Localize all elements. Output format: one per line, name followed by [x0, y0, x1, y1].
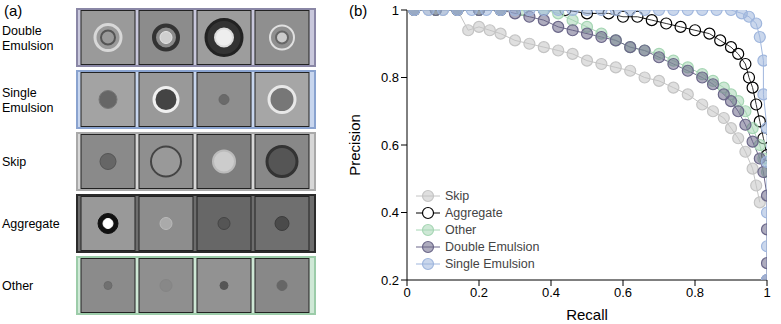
html-text:Double Emulsion: Double Emulsion	[445, 239, 540, 254]
svg-text:Precision: Precision	[346, 114, 363, 176]
html-text:Double Emulsion: Double Emulsion	[2, 23, 54, 53]
svg-text:0.6: 0.6	[381, 138, 399, 153]
html-text:Other: Other	[445, 222, 477, 237]
html-text:Single Emulsion: Single Emulsion	[445, 256, 535, 271]
html-text:(a): (a)	[4, 2, 23, 19]
html-text:Single Emulsion: Single Emulsion	[2, 85, 54, 115]
svg-text:0.8: 0.8	[686, 285, 704, 300]
svg-text:0: 0	[403, 285, 410, 300]
svg-text:1: 1	[392, 3, 399, 18]
svg-text:0.2: 0.2	[470, 285, 488, 300]
html-text:Aggregate: Aggregate	[445, 205, 503, 220]
html-text:Skip: Skip	[445, 188, 470, 203]
svg-text:Recall: Recall	[566, 306, 608, 323]
svg-text:0.4: 0.4	[381, 205, 399, 220]
svg-text:1: 1	[763, 285, 770, 300]
svg-text:0.2: 0.2	[381, 273, 399, 288]
svg-text:0.8: 0.8	[381, 70, 399, 85]
html-text:Skip: Skip	[2, 155, 27, 169]
html-text:(b): (b)	[349, 2, 368, 19]
svg-text:0.4: 0.4	[542, 285, 560, 300]
html-text:Aggregate: Aggregate	[2, 217, 60, 231]
html-text:Other: Other	[2, 279, 34, 293]
svg-text:0.6: 0.6	[614, 285, 632, 300]
